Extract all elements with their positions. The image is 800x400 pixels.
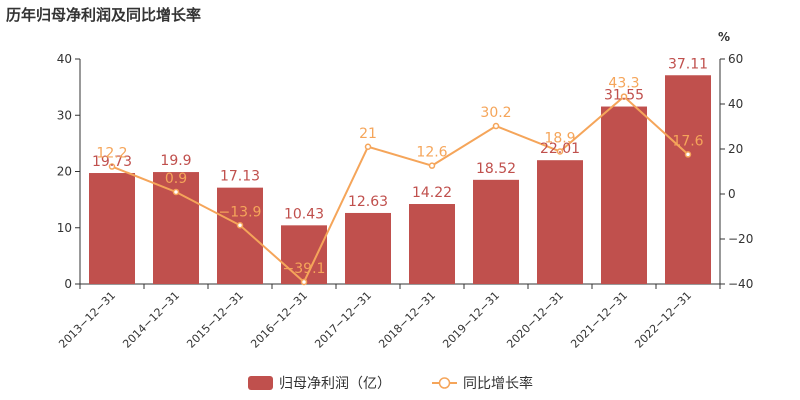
growth-point[interactable] [620,93,628,100]
bar[interactable] [473,179,519,284]
y-left-tick-label: 0 [64,277,72,291]
bar-value-label: 10.43 [284,206,324,222]
growth-value-label: −39.1 [283,261,326,277]
bar[interactable] [537,160,583,284]
growth-value-label: 0.9 [165,171,187,187]
bar[interactable] [665,75,711,284]
chart-title: 历年归母净利润及同比增长率 [6,6,201,24]
bar[interactable] [345,212,391,284]
x-tick-label: 2016−12−31 [248,289,310,351]
growth-value-label: 21 [359,126,377,142]
bar-value-label: 18.52 [476,161,516,177]
x-tick-label: 2015−12−31 [184,289,246,351]
x-tick-label: 2020−12−31 [504,289,566,351]
y-left-tick-label: 40 [57,52,72,66]
growth-value-label: 30.2 [480,105,511,121]
bar[interactable] [217,187,263,284]
growth-value-label: 12.2 [96,146,127,162]
x-tick-label: 2018−12−31 [376,289,438,351]
bar-value-label: 14.22 [412,185,452,201]
line-series [108,93,692,286]
legend-bar-swatch[interactable] [248,376,273,390]
y-right-tick-label: 40 [728,97,743,111]
x-tick-label: 2021−12−31 [568,289,630,351]
bar-value-label: 19.73 [92,154,132,170]
bar[interactable] [89,173,135,284]
x-tick-label: 2022−12−31 [632,289,694,351]
growth-point[interactable] [428,162,436,169]
legend-bar-label[interactable]: 归母净利润（亿） [279,375,391,392]
y-right-unit: % [718,30,730,44]
x-tick-label: 2019−12−31 [440,289,502,351]
bar-value-label: 31.55 [604,88,644,104]
bar-value-label: 12.63 [348,194,388,210]
y-right-tick-label: 60 [728,52,743,66]
bar-value-label: 22.01 [540,141,580,157]
legend-line-marker[interactable] [438,377,451,389]
growth-line [111,95,689,284]
y-right-tick-label: −20 [728,232,753,246]
x-tick-label: 2014−12−31 [120,289,182,351]
growth-point[interactable] [108,163,116,170]
growth-point[interactable] [556,148,564,155]
y-left-tick-label: 10 [57,221,72,235]
growth-value-label: 18.9 [544,130,575,146]
data-labels: 19.73 19.9 17.13 10.43 12.63 14.22 18.52 22.01 3… [92,56,708,277]
bar-series [89,75,711,284]
legend-line-label[interactable]: 同比增长率 [463,375,533,392]
bar[interactable] [601,106,647,284]
y-right-tick-label: −40 [728,277,753,291]
growth-point[interactable] [172,188,180,196]
growth-value-label: 43.3 [608,76,639,92]
growth-value-label: 12.6 [416,145,447,161]
growth-point[interactable] [364,143,372,150]
growth-point[interactable] [492,122,500,130]
bar-value-label: 37.11 [668,56,708,72]
growth-point[interactable] [684,151,692,158]
x-tick-label: 2013−12−31 [56,289,118,351]
bar[interactable] [281,225,327,284]
y-right-tick-label: 0 [728,187,736,201]
y-left-tick-label: 30 [57,108,72,122]
growth-point[interactable] [300,278,308,286]
bar-value-label: 19.9 [160,153,191,169]
x-tick-label: 2017−12−31 [312,289,374,351]
growth-value-label: 17.6 [672,133,703,149]
bar-value-label: 17.13 [220,169,260,185]
legend[interactable]: 归母净利润（亿） 同比增长率 [248,375,533,392]
growth-value-label: −13.9 [219,204,262,220]
bar[interactable] [409,204,455,284]
y-right-tick-label: 20 [728,142,743,156]
y-left-tick-label: 20 [57,165,72,179]
growth-point[interactable] [236,222,244,229]
